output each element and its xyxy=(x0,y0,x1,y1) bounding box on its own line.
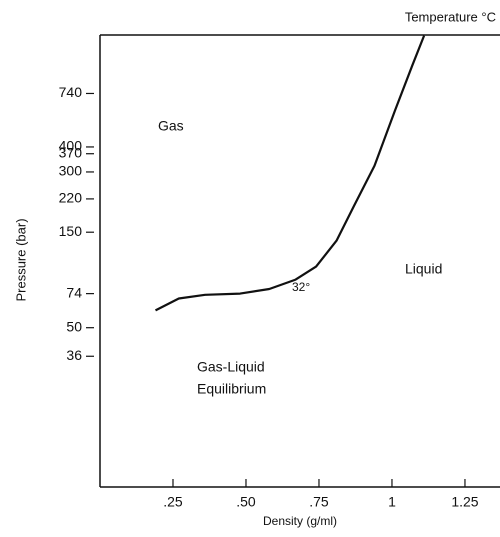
x-tick-label: 1.25 xyxy=(451,494,478,510)
chart-title: Temperature °C xyxy=(405,9,496,24)
x-tick-label: .50 xyxy=(236,494,256,510)
x-tick-label: 1 xyxy=(388,494,396,510)
annotation: Equilibrium xyxy=(197,381,266,397)
x-tick-label: .75 xyxy=(309,494,329,510)
y-tick-label: 74 xyxy=(66,284,82,300)
y-tick-label: 300 xyxy=(59,163,83,179)
curve xyxy=(154,35,426,312)
annotation: Gas-Liquid xyxy=(197,359,265,375)
y-tick-label: 150 xyxy=(59,223,83,239)
x-tick-label: .25 xyxy=(163,494,183,510)
annotation: Liquid xyxy=(405,261,442,277)
y-tick-label: 50 xyxy=(66,318,82,334)
x-axis-label: Density (g/ml) xyxy=(263,514,337,528)
y-tick-label: 400 xyxy=(59,138,83,154)
y-axis-label: Pressure (bar) xyxy=(13,218,28,301)
y-tick-label: 220 xyxy=(59,190,83,206)
annotation: Gas xyxy=(158,118,184,134)
annotation: 32° xyxy=(292,280,310,294)
y-tick-label: 36 xyxy=(66,347,82,363)
y-tick-label: 370 xyxy=(59,144,83,160)
y-tick-label: 740 xyxy=(59,84,83,100)
